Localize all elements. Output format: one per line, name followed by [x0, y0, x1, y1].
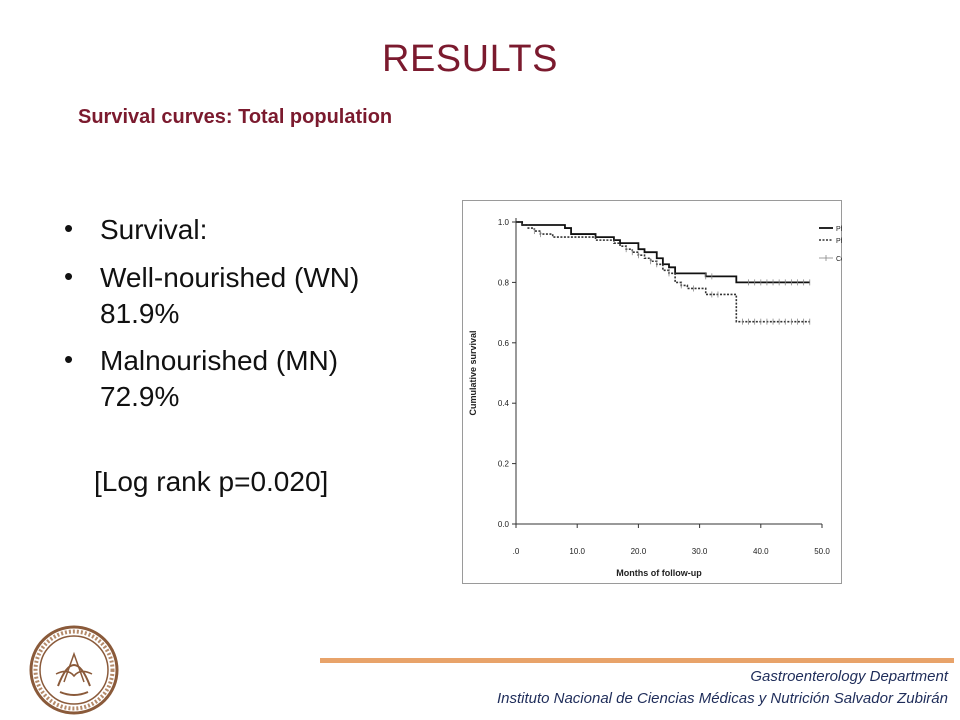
footer-institution: Instituto Nacional de Ciencias Médicas y…: [496, 690, 948, 707]
footer-department: Gastroenterology Department: [750, 668, 948, 685]
slide-title: RESULTS: [382, 38, 558, 80]
institution-seal-icon: [29, 625, 119, 715]
logrank-text: [Log rank p=0.020]: [94, 466, 329, 497]
bullet-list: • Survival: • Well-nourished (WN) 81.9% …: [60, 212, 440, 427]
x-tick-label: 10.0: [569, 547, 585, 556]
bullet-survival: • Survival:: [60, 212, 440, 248]
bullet-malnourished: • Malnourished (MN) 72.9%: [60, 343, 440, 415]
bullet-text: Well-nourished (WN): [100, 261, 360, 293]
bullet-well-nourished: • Well-nourished (WN) 81.9%: [60, 260, 440, 332]
survival-chart-svg: 0.0 0.2 0.4 0.6 0.8 1.0 .0 10.0 20.0 30.0 40.0 50.0…: [462, 200, 842, 584]
bullet-value: 81.9%: [100, 297, 180, 329]
x-tick-label: 40.0: [753, 547, 769, 556]
y-tick-label: 1.0: [498, 218, 510, 227]
x-tick-label: 50.0: [814, 547, 830, 556]
x-tick-label: 30.0: [692, 547, 708, 556]
series-line-wn: [516, 221, 810, 284]
bullet-dot-icon: •: [64, 260, 74, 291]
bullet-text: Malnourished (MN): [100, 345, 339, 377]
footer-accent-line: [320, 658, 954, 663]
bullet-value: 72.9%: [100, 381, 180, 413]
y-tick-label: 0.6: [498, 339, 510, 348]
bullet-text: Survival:: [100, 214, 208, 245]
legend-label: PhA ≤5.1°: [836, 237, 842, 245]
y-tick-label: 0.4: [498, 399, 510, 408]
bullet-dot-icon: •: [64, 213, 74, 243]
slide-subtitle: Survival curves: Total population: [78, 106, 393, 128]
x-tick-label: 20.0: [631, 547, 647, 556]
bullet-dot-icon: •: [64, 344, 74, 375]
x-axis-label: Months of follow-up: [616, 568, 702, 578]
x-tick-label: .0: [513, 547, 520, 556]
chart-border: [462, 200, 842, 584]
survival-chart: 0.0 0.2 0.4 0.6 0.8 1.0 .0 10.0 20.0 30.0 40.0 50.0…: [462, 200, 842, 584]
y-tick-label: 0.2: [498, 460, 510, 469]
y-axis-label: Cumulative survival: [468, 330, 478, 415]
y-tick-label: 0.0: [498, 520, 510, 529]
legend-label: Censored: [836, 256, 842, 263]
legend-label: PhA >5.1°: [836, 225, 842, 233]
y-tick-label: 0.8: [498, 278, 510, 287]
